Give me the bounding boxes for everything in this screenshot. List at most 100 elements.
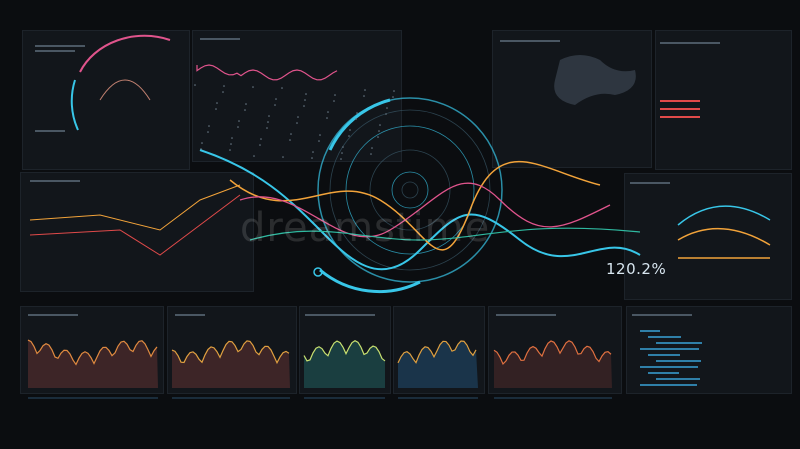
scatter-point [312, 151, 314, 153]
bottom-chart-line [171, 340, 290, 365]
curve-cyan [677, 205, 771, 226]
scatter-point [311, 157, 313, 159]
scatter-point [371, 147, 373, 149]
list-bar [648, 372, 679, 374]
hud-ring [391, 171, 429, 209]
scatter-point [349, 129, 351, 131]
scatter-point [342, 146, 344, 148]
scatter-point [237, 126, 239, 128]
scatter-point [341, 152, 343, 154]
scatter-point [223, 85, 225, 87]
bottom-chart-area [28, 340, 158, 388]
scatter-point [216, 102, 218, 104]
label-bar [30, 180, 80, 182]
scatter-point [231, 137, 233, 139]
scatter-point [305, 93, 307, 95]
list-bar [648, 336, 681, 338]
bottom-chart-line [493, 340, 612, 366]
scatter-point [244, 109, 246, 111]
scatter-point [318, 140, 320, 142]
scatter-point [268, 115, 270, 117]
curve-orange [677, 227, 771, 246]
gauge-arc [79, 34, 171, 73]
hud-ring [401, 181, 419, 199]
label-bar [35, 130, 65, 132]
scatter-point [290, 133, 292, 135]
label-bar [630, 182, 670, 184]
gauge-arc [70, 79, 79, 131]
bottom-chart-line [27, 339, 158, 366]
bottom-chart-area [398, 341, 478, 388]
alert-bar [660, 108, 700, 110]
alert-bar [660, 116, 700, 118]
scatter-point [297, 116, 299, 118]
alert-bar [660, 100, 700, 102]
hud-ring [345, 125, 475, 255]
scatter-point [201, 142, 203, 144]
label-bar [35, 45, 85, 47]
scatter-point [348, 135, 350, 137]
scatter-point [245, 103, 247, 105]
scatter-point [238, 120, 240, 122]
scatter-point [370, 153, 372, 155]
scatter-point [207, 131, 209, 133]
scatter-point [319, 134, 321, 136]
flow-line-pink [239, 182, 611, 238]
scatter-point [334, 94, 336, 96]
scatter-line [196, 64, 338, 81]
flow-line-teal [249, 227, 641, 241]
scatter-point [364, 89, 366, 91]
label-bar [305, 314, 375, 316]
scatter-point [304, 99, 306, 101]
scatter-point [378, 130, 380, 132]
scatter-point [340, 158, 342, 160]
hud-arc [328, 98, 391, 151]
panel-scatter-chart-top [192, 30, 402, 162]
scatter-point [267, 121, 269, 123]
scatter-point [282, 156, 284, 158]
label-bar [632, 314, 692, 316]
list-bar [656, 360, 701, 362]
scatter-point [385, 113, 387, 115]
scatter-point [379, 124, 381, 126]
scatter-point [208, 125, 210, 127]
scatter-point [275, 98, 277, 100]
scatter-point [194, 84, 196, 86]
readout-percent: 120.2% [606, 260, 667, 278]
panel-lines-middle-left [20, 172, 254, 292]
bottom-chart-area [172, 340, 290, 388]
scatter-point [252, 86, 254, 88]
scatter-point [363, 95, 365, 97]
flow-line-orange [229, 160, 601, 251]
list-bar [656, 342, 702, 344]
flow-line-cyan [199, 149, 641, 271]
scatter-point [303, 105, 305, 107]
panel-gauge-top-left [22, 30, 190, 170]
scatter-point [266, 127, 268, 129]
scatter-point [215, 108, 217, 110]
hud-ring [369, 149, 451, 231]
scatter-point [253, 155, 255, 157]
label-bar [660, 42, 720, 44]
scatter-point [327, 111, 329, 113]
hud-arc [319, 268, 421, 293]
scatter-point [296, 122, 298, 124]
bottom-chart-line [397, 340, 477, 364]
line-orange [29, 184, 241, 231]
scatter-point [392, 96, 394, 98]
map-landmass [554, 55, 636, 105]
scatter-point [222, 91, 224, 93]
panel-curves-right [624, 173, 792, 300]
scatter-point [333, 100, 335, 102]
gauge-curve [99, 79, 151, 101]
list-bar [640, 348, 699, 350]
label-bar [496, 314, 556, 316]
hud-ring [317, 97, 503, 283]
scatter-point [355, 118, 357, 120]
line-red [29, 194, 241, 256]
scatter-point [259, 144, 261, 146]
scatter-point [230, 143, 232, 145]
scatter-point [377, 136, 379, 138]
label-bar [500, 40, 560, 42]
